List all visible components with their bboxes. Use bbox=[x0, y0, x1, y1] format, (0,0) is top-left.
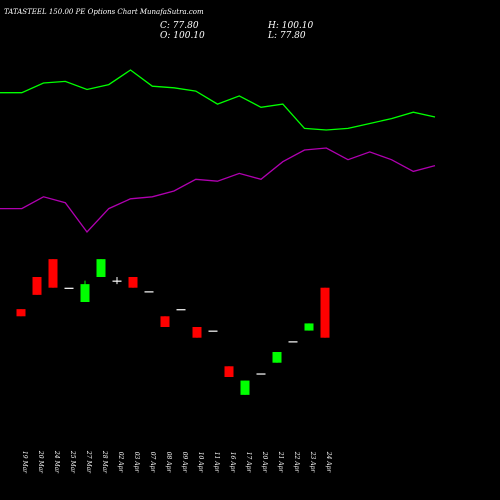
candle bbox=[272, 352, 282, 363]
candle-body bbox=[304, 323, 314, 331]
candle bbox=[256, 373, 266, 375]
date-label: 27 Mar bbox=[85, 450, 92, 474]
candle-body bbox=[208, 330, 218, 332]
candle-body bbox=[16, 309, 26, 317]
candle bbox=[304, 323, 314, 331]
candle-body bbox=[256, 373, 266, 375]
candle bbox=[192, 327, 202, 338]
candle bbox=[80, 280, 90, 302]
date-label: 24 Apr bbox=[325, 451, 332, 474]
low-value: L: 77.80 bbox=[267, 31, 306, 41]
indicator-line-lower bbox=[0, 147, 436, 234]
candle-body bbox=[64, 287, 74, 289]
date-label: 09 Apr bbox=[181, 452, 188, 474]
close-value: C: 77.80 bbox=[160, 21, 199, 31]
candle-body bbox=[320, 287, 330, 338]
candles bbox=[16, 259, 330, 395]
candle bbox=[320, 287, 330, 338]
candle-body bbox=[112, 280, 122, 282]
candle bbox=[288, 341, 298, 343]
candle-body bbox=[32, 277, 42, 295]
candle-body bbox=[80, 284, 90, 302]
candle-body bbox=[160, 316, 170, 327]
date-label: 22 Apr bbox=[293, 451, 300, 474]
date-label: 10 Apr bbox=[197, 452, 204, 474]
candle-body bbox=[240, 380, 250, 395]
candle-body bbox=[176, 309, 186, 311]
date-label: 16 Apr bbox=[229, 452, 236, 474]
candle bbox=[96, 259, 106, 277]
candle bbox=[208, 330, 218, 332]
date-labels: 19 Mar 20 Mar 24 Mar 25 Mar 27 Mar 28 Mar 02 A… bbox=[21, 450, 332, 474]
date-label: 25 Mar bbox=[69, 450, 76, 474]
candle-body bbox=[192, 327, 202, 338]
date-label: 07 Apr bbox=[149, 452, 156, 474]
candle bbox=[64, 287, 74, 289]
candle bbox=[112, 277, 122, 285]
candle-body bbox=[96, 259, 106, 277]
candle bbox=[176, 309, 186, 311]
chart-title: TATASTEEL 150.00 PE Options Chart Munafa… bbox=[4, 8, 204, 16]
open-value: O: 100.10 bbox=[160, 31, 205, 41]
date-label: 24 Mar bbox=[53, 450, 60, 474]
candle-body bbox=[144, 291, 154, 293]
candle bbox=[224, 366, 234, 377]
candle-body bbox=[128, 277, 138, 288]
date-label: 02 Apr bbox=[117, 452, 124, 474]
candle bbox=[48, 259, 58, 288]
indicator-lines bbox=[0, 69, 436, 234]
candle bbox=[160, 316, 170, 327]
candle bbox=[144, 291, 154, 293]
candle bbox=[32, 277, 42, 295]
date-label: 28 Mar bbox=[101, 450, 108, 474]
candle-body bbox=[48, 259, 58, 288]
candle-body bbox=[224, 366, 234, 377]
candle bbox=[16, 309, 26, 317]
date-label: 19 Mar bbox=[21, 451, 28, 474]
candle bbox=[240, 380, 250, 395]
date-label: 08 Apr bbox=[165, 452, 172, 474]
candle bbox=[128, 277, 138, 288]
date-label: 23 Apr bbox=[309, 451, 316, 474]
candle-body bbox=[288, 341, 298, 343]
date-label: 21 Apr bbox=[277, 451, 284, 474]
date-label: 03 Apr bbox=[133, 452, 140, 474]
date-label: 20 Apr bbox=[261, 451, 268, 474]
high-value: H: 100.10 bbox=[267, 21, 314, 31]
candle-body bbox=[272, 352, 282, 363]
indicator-line-upper bbox=[0, 69, 436, 131]
date-label: 11 Apr bbox=[213, 452, 220, 474]
date-label: 17 Apr bbox=[245, 452, 252, 474]
date-label: 20 Mar bbox=[37, 450, 44, 474]
